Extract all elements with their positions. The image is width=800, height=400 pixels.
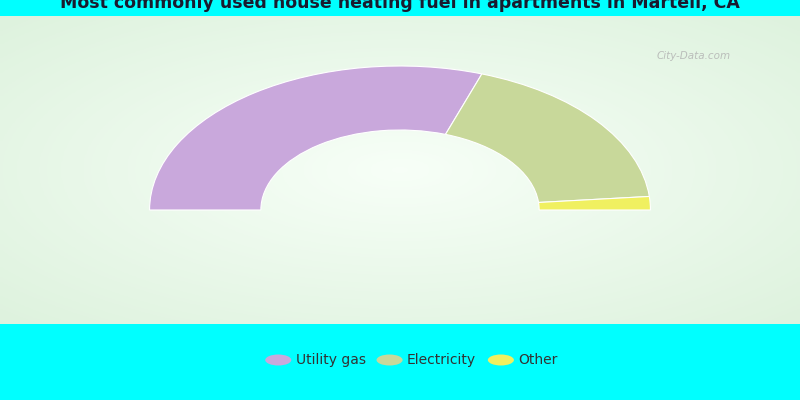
Ellipse shape <box>266 354 291 366</box>
Text: Other: Other <box>518 353 558 367</box>
Text: Utility gas: Utility gas <box>296 353 366 367</box>
Text: Most commonly used house heating fuel in apartments in Martell, CA: Most commonly used house heating fuel in… <box>60 0 740 12</box>
Wedge shape <box>538 196 650 210</box>
Ellipse shape <box>377 354 402 366</box>
Text: Electricity: Electricity <box>407 353 476 367</box>
Wedge shape <box>446 74 650 202</box>
Ellipse shape <box>488 354 514 366</box>
Wedge shape <box>150 66 482 210</box>
Text: City-Data.com: City-Data.com <box>656 51 730 61</box>
